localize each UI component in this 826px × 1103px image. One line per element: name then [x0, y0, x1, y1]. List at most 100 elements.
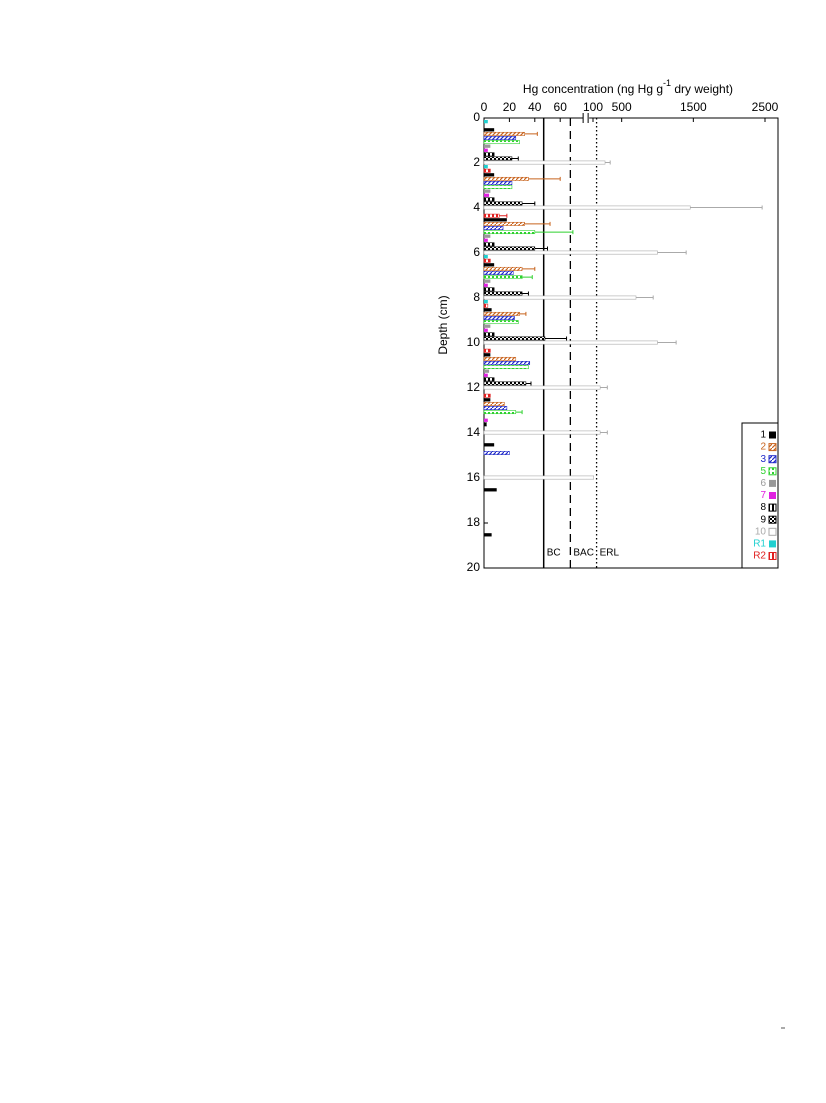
bar: [484, 443, 495, 447]
bar: [484, 283, 488, 287]
bar: [484, 418, 488, 422]
y-tick-label: 20: [467, 560, 481, 574]
error-bar: [525, 381, 532, 386]
legend-label: 2: [760, 442, 766, 453]
bar: [483, 377, 495, 382]
bar: [483, 246, 536, 251]
x-tick-label: 20: [503, 100, 517, 114]
bar: [483, 422, 487, 427]
y-tick-label: 2: [473, 155, 480, 169]
error-bar: [519, 311, 527, 316]
bar: [483, 287, 495, 292]
error-bar: [524, 221, 551, 226]
bar: [484, 369, 490, 373]
bar: [483, 275, 523, 280]
legend-swatch: [769, 492, 776, 499]
bar: [483, 266, 523, 271]
error-bar: [600, 430, 608, 435]
bar: [483, 410, 517, 415]
bar: [484, 128, 495, 132]
bar: [484, 173, 495, 177]
bar: [483, 152, 495, 157]
error-bar: [534, 230, 574, 235]
error-bar: [600, 385, 608, 390]
error-bar: [522, 201, 536, 206]
bar: [483, 250, 658, 255]
bar: [483, 140, 520, 145]
bar: [483, 201, 523, 206]
bar: [483, 336, 546, 341]
bar: [483, 381, 527, 386]
bar: [483, 136, 517, 140]
y-tick-label: 8: [473, 290, 480, 304]
error-bar: [657, 340, 677, 345]
error-bar: [522, 266, 536, 271]
legend-label: R1: [753, 539, 766, 550]
bar: [483, 356, 517, 361]
bar: [483, 168, 491, 173]
bar: [484, 328, 488, 332]
legend-swatch: [769, 479, 776, 487]
x-title-part: dry weight): [671, 82, 733, 96]
bar: [483, 197, 495, 202]
bar: [483, 385, 601, 390]
legend-label: 9: [760, 514, 766, 525]
error-bar: [515, 410, 523, 415]
bar: [484, 165, 488, 169]
bar: [483, 271, 514, 275]
bar: [484, 300, 488, 304]
reference-label: ERL: [600, 548, 620, 559]
bar: [483, 131, 525, 136]
bar: [483, 242, 495, 247]
error-bar: [528, 176, 561, 181]
bar: [483, 205, 691, 210]
legend-label: 10: [755, 526, 767, 537]
bar: [483, 332, 495, 337]
error-bar: [524, 131, 538, 136]
bar: [483, 451, 510, 455]
error-bar: [657, 250, 687, 255]
bar: [484, 193, 490, 197]
y-tick-label: 14: [467, 425, 481, 439]
legend-swatch: [768, 443, 777, 452]
bar: [483, 365, 529, 370]
error-bar: [534, 246, 548, 251]
bar: [484, 234, 491, 238]
error-bar: [636, 295, 654, 300]
y-axis-title: Depth (cm): [436, 295, 450, 354]
bar: [483, 181, 513, 185]
legend-swatch: [768, 467, 777, 476]
axis-break-gap: [583, 114, 590, 122]
bar: [484, 353, 491, 357]
legend-swatch: [768, 515, 777, 524]
bar: [484, 263, 495, 267]
bar: [483, 185, 513, 190]
legend-swatch: [768, 527, 777, 536]
bar: [484, 488, 497, 492]
x-tick-label: 60: [554, 100, 568, 114]
error-bar: [499, 213, 508, 218]
bar: [483, 316, 515, 320]
bar: [484, 533, 492, 537]
bar: [483, 348, 491, 353]
bar: [483, 406, 508, 410]
error-bar: [690, 205, 763, 210]
x-tick-label: 500: [612, 100, 632, 114]
legend-label: 3: [760, 454, 766, 465]
x-tick-label: 1500: [680, 100, 707, 114]
legend-swatch: [769, 540, 776, 548]
x-axis-title: Hg concentration (ng Hg g-1 dry weight): [523, 78, 733, 96]
bar: [484, 373, 488, 377]
bar: [484, 398, 491, 402]
bar: [483, 221, 525, 226]
bar: [483, 226, 504, 230]
bar: [483, 258, 491, 263]
x-tick-label: 100: [583, 100, 603, 114]
legend-swatch: [768, 455, 777, 464]
bar: [483, 361, 531, 365]
legend-label: 8: [760, 502, 766, 513]
y-tick-label: 16: [467, 470, 481, 484]
legend-label: 7: [760, 490, 766, 501]
